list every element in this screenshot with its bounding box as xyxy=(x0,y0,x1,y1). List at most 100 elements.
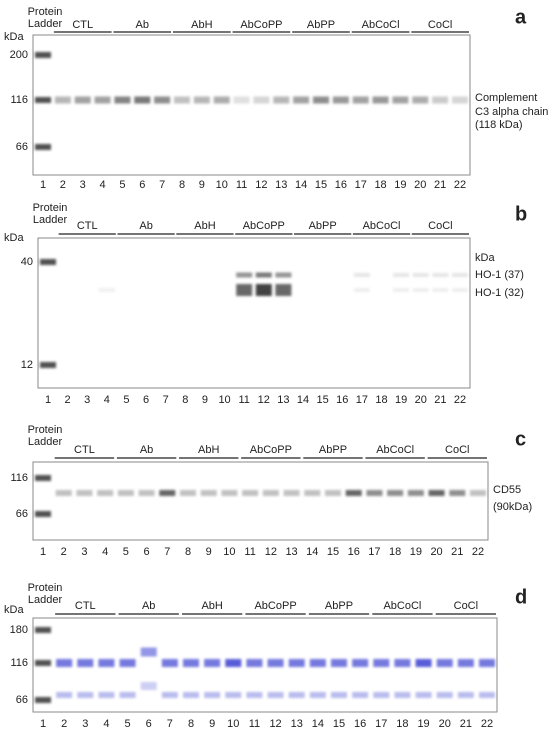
band xyxy=(183,659,199,667)
band xyxy=(225,692,242,698)
band xyxy=(432,288,449,292)
band xyxy=(154,96,171,104)
band xyxy=(457,692,474,698)
lane-number: 22 xyxy=(472,546,484,558)
lane-number: 1 xyxy=(40,546,46,558)
band xyxy=(415,692,432,698)
band xyxy=(159,490,176,496)
lane-number: 19 xyxy=(410,546,422,558)
annotation: (90kDa) xyxy=(493,501,532,513)
lane-number: 13 xyxy=(291,718,303,730)
annotation: CD55 xyxy=(493,484,521,496)
band xyxy=(221,490,238,496)
band xyxy=(331,692,347,698)
band xyxy=(436,692,453,698)
ladder-band xyxy=(35,52,51,58)
annotation: HO-1 (32) xyxy=(475,287,524,299)
lane-number: 17 xyxy=(356,394,368,406)
lane-number: 16 xyxy=(336,394,348,406)
band xyxy=(479,692,495,698)
lane-number: 12 xyxy=(255,179,267,191)
lane-number: 13 xyxy=(275,179,287,191)
band xyxy=(225,659,242,667)
band xyxy=(97,490,114,496)
lane-number: 18 xyxy=(374,179,386,191)
lane-number: 2 xyxy=(61,718,67,730)
band xyxy=(372,96,389,104)
band xyxy=(428,490,445,496)
band xyxy=(253,96,270,104)
band xyxy=(373,659,390,667)
group-label: AbPP xyxy=(325,600,353,612)
band xyxy=(246,659,263,667)
lane-number: 4 xyxy=(103,718,109,730)
ladder-band xyxy=(35,144,51,150)
lane-number: 4 xyxy=(100,179,106,191)
lane-number: 7 xyxy=(159,179,165,191)
band xyxy=(309,659,326,667)
lane-number: 7 xyxy=(167,718,173,730)
band xyxy=(275,272,292,278)
lane-number: 18 xyxy=(389,546,401,558)
group-label: AbH xyxy=(191,19,212,31)
band xyxy=(283,490,300,496)
group-label: Ab xyxy=(142,600,155,612)
lane-number: 10 xyxy=(216,179,228,191)
lane-number: 20 xyxy=(430,546,442,558)
marker-label: 180 xyxy=(10,624,28,636)
band xyxy=(94,96,111,104)
group-label: AbCoPP xyxy=(240,19,282,31)
lane-number: 8 xyxy=(188,718,194,730)
lane-number: 20 xyxy=(415,394,427,406)
panel-letter: c xyxy=(515,428,526,450)
ladder-label: Protein xyxy=(28,424,63,436)
lane-number: 5 xyxy=(119,179,125,191)
band xyxy=(313,96,329,104)
lane-number: 3 xyxy=(81,546,87,558)
group-label: AbH xyxy=(198,444,219,456)
group-label: AbPP xyxy=(309,220,337,232)
ladder-band xyxy=(35,660,51,666)
group-label: CoCl xyxy=(428,19,452,31)
lane-number: 12 xyxy=(269,718,281,730)
band xyxy=(304,490,321,496)
lane-number: 15 xyxy=(333,718,345,730)
band xyxy=(449,490,466,496)
band xyxy=(76,490,93,496)
group-label: CTL xyxy=(74,444,95,456)
band xyxy=(140,682,157,690)
band xyxy=(457,659,474,667)
marker-label: 40 xyxy=(21,256,33,268)
annotation: kDa xyxy=(475,252,495,264)
band xyxy=(470,490,486,496)
lane-number: 6 xyxy=(139,179,145,191)
gel xyxy=(32,461,489,541)
band xyxy=(56,692,73,698)
annotation: HO-1 (37) xyxy=(475,269,524,281)
lane-number: 18 xyxy=(375,394,387,406)
lane-number: 20 xyxy=(414,179,426,191)
lane-number: 6 xyxy=(146,718,152,730)
ladder-label: Protein xyxy=(33,202,68,214)
ladder-label: Ladder xyxy=(33,214,68,226)
lane-number: 21 xyxy=(434,394,446,406)
panel-letter: a xyxy=(515,6,527,28)
band xyxy=(353,288,370,292)
lane-number: 3 xyxy=(82,718,88,730)
band xyxy=(98,692,115,698)
gel xyxy=(32,34,471,176)
group-label: AbCoCl xyxy=(376,444,414,456)
marker-label: 66 xyxy=(16,508,28,520)
band xyxy=(55,490,72,496)
band xyxy=(236,284,253,296)
band xyxy=(407,490,424,496)
annotation: C3 alpha chain xyxy=(475,106,548,118)
band xyxy=(233,96,250,104)
lane-number: 2 xyxy=(65,394,71,406)
band xyxy=(117,490,134,496)
lane-number: 8 xyxy=(182,394,188,406)
lane-number: 1 xyxy=(45,394,51,406)
lane-number: 5 xyxy=(123,394,129,406)
band xyxy=(288,659,305,667)
